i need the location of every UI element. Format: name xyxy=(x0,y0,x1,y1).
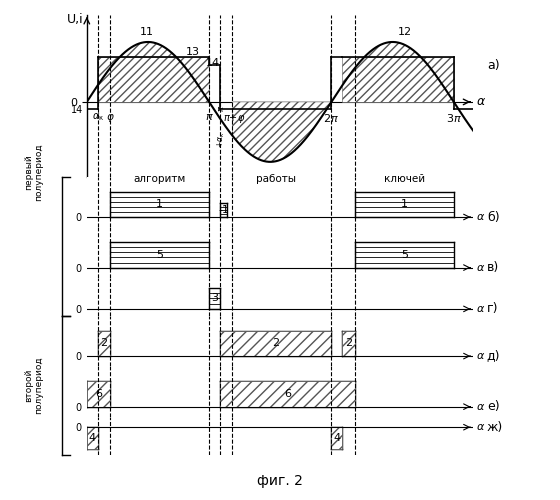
Text: 14: 14 xyxy=(72,106,83,116)
Text: $\alpha$: $\alpha$ xyxy=(477,402,486,411)
Text: в): в) xyxy=(487,261,499,274)
Text: 2: 2 xyxy=(345,338,352,348)
Text: фиг. 2: фиг. 2 xyxy=(257,474,303,488)
Text: $\alpha_{\text{к}}$: $\alpha_{\text{к}}$ xyxy=(91,112,104,124)
Text: 6: 6 xyxy=(95,389,102,399)
Text: 11: 11 xyxy=(139,27,153,37)
Text: ж): ж) xyxy=(487,420,503,434)
Text: 14: 14 xyxy=(206,58,220,68)
Text: $2\pi$: $2\pi$ xyxy=(324,112,339,124)
Text: 3: 3 xyxy=(211,294,218,304)
Text: работы: работы xyxy=(256,174,296,184)
Text: 12: 12 xyxy=(398,27,412,37)
Text: 1: 1 xyxy=(401,200,408,209)
Text: 2: 2 xyxy=(100,338,108,348)
Text: $\varphi$: $\varphi$ xyxy=(106,112,114,124)
Text: $\alpha$: $\alpha$ xyxy=(477,422,486,432)
Text: 2: 2 xyxy=(272,338,279,348)
Text: $\pi$: $\pi$ xyxy=(205,112,213,122)
Text: а): а) xyxy=(487,60,500,72)
Text: е): е) xyxy=(487,400,500,413)
Text: $\alpha$: $\alpha$ xyxy=(477,96,487,108)
Text: $\alpha$: $\alpha$ xyxy=(477,212,486,222)
Text: 5: 5 xyxy=(156,250,163,260)
Text: г): г) xyxy=(487,302,498,316)
Text: $\alpha$: $\alpha$ xyxy=(477,262,486,272)
Text: алгоритм: алгоритм xyxy=(133,174,186,184)
Text: 1: 1 xyxy=(156,200,163,209)
Text: ключей: ключей xyxy=(384,174,425,184)
Text: $\alpha$: $\alpha$ xyxy=(477,351,486,361)
Text: 5: 5 xyxy=(401,250,408,260)
Text: U,i: U,i xyxy=(67,12,84,26)
Text: 4: 4 xyxy=(333,433,340,443)
Text: $3\pi$: $3\pi$ xyxy=(446,112,461,124)
Text: 6: 6 xyxy=(284,389,291,399)
Text: первый
полупериод: первый полупериод xyxy=(24,144,43,202)
Text: $+\alpha_{\text{к}}$: $+\alpha_{\text{к}}$ xyxy=(216,132,227,148)
Text: второй
полупериод: второй полупериод xyxy=(24,356,43,414)
Text: $\pi$+$\varphi$: $\pi$+$\varphi$ xyxy=(223,112,246,124)
Text: -1: -1 xyxy=(218,205,229,215)
Text: 13: 13 xyxy=(186,47,200,57)
Text: $\pi$: $\pi$ xyxy=(217,105,226,112)
Text: б): б) xyxy=(487,210,500,224)
Text: 4: 4 xyxy=(88,433,96,443)
Text: д): д) xyxy=(487,350,500,362)
Text: $\alpha$: $\alpha$ xyxy=(477,304,486,314)
